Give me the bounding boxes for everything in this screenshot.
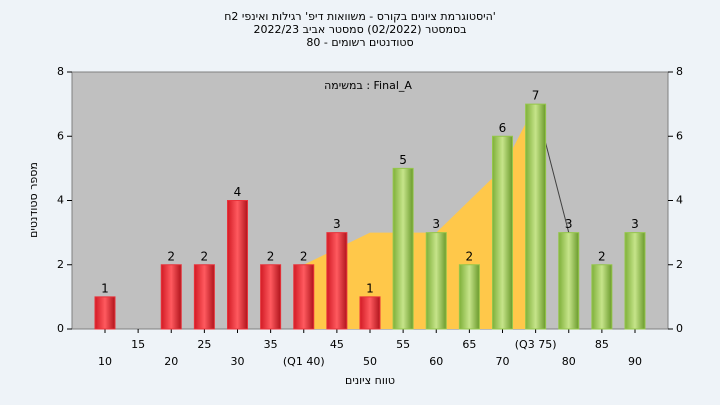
chart-title: היסטוגרמת ציונים בקורס - משוואות דיפ' רג…	[224, 10, 496, 23]
bar	[392, 167, 414, 330]
y-tick-label: 4	[57, 194, 64, 207]
value-label: 1	[101, 281, 109, 295]
y2-tick-label: 4	[676, 194, 683, 207]
x-tick-label: 20	[164, 355, 178, 368]
y-tick-label: 0	[57, 322, 64, 335]
x-tick-label: 80	[562, 355, 576, 368]
value-label: 2	[167, 249, 175, 263]
bar	[558, 232, 580, 330]
bar	[293, 264, 315, 330]
y2-tick-label: 0	[676, 322, 683, 335]
value-label: 5	[399, 153, 407, 167]
bar	[359, 296, 381, 330]
x-tick-label: 30	[231, 355, 245, 368]
annotation: במשימה : Final_A	[324, 79, 412, 92]
x-tick-label: 50	[363, 355, 377, 368]
y-tick-label: 2	[57, 258, 64, 271]
x-tick-label: 15	[131, 338, 145, 351]
y2-tick-label: 2	[676, 258, 683, 271]
value-label: 6	[499, 121, 507, 135]
bar	[458, 264, 480, 330]
y-tick-label: 8	[57, 65, 64, 78]
x-axis-label: טווח ציונים	[345, 374, 395, 387]
y-tick-label: 6	[57, 129, 64, 142]
y-axis-label: מספר סטודנטים	[27, 162, 40, 238]
bar	[193, 264, 215, 330]
value-label: 2	[267, 249, 275, 263]
x-tick-label: 45	[330, 338, 344, 351]
value-label: 1	[366, 281, 374, 295]
value-label: 2	[201, 249, 209, 263]
x-tick-label: 10	[98, 355, 112, 368]
value-label: 3	[333, 217, 341, 231]
value-label: 3	[631, 217, 639, 231]
x-tick-label: (Q3 75)	[515, 338, 557, 351]
chart-subtitle: בסמסטר (02/2022) סמסטר אביב 2022/23	[253, 23, 466, 36]
x-tick-label: 60	[429, 355, 443, 368]
x-tick-label: 90	[628, 355, 642, 368]
y2-tick-label: 8	[676, 65, 683, 78]
bar	[94, 296, 116, 330]
x-tick-label: (Q1 40)	[283, 355, 325, 368]
bar	[492, 135, 513, 330]
bar	[260, 264, 282, 330]
value-label: 3	[565, 217, 573, 231]
bar	[624, 232, 646, 330]
chart-subtitle: סטודנטים רשומים - 80	[306, 36, 413, 49]
x-tick-label: 55	[396, 338, 410, 351]
value-label: 2	[300, 249, 308, 263]
x-tick-label: 65	[462, 338, 476, 351]
value-label: 3	[432, 217, 440, 231]
bar	[326, 232, 348, 330]
value-label: 4	[234, 185, 242, 199]
bar	[591, 264, 613, 330]
x-tick-label: 25	[197, 338, 211, 351]
bar	[425, 232, 447, 330]
y2-tick-label: 6	[676, 129, 683, 142]
x-tick-label: 85	[595, 338, 609, 351]
value-label: 2	[598, 249, 606, 263]
value-label: 2	[466, 249, 474, 263]
x-tick-label: 35	[264, 338, 278, 351]
bar	[227, 200, 248, 330]
bar	[160, 264, 182, 330]
x-tick-label: 70	[496, 355, 510, 368]
bar	[525, 103, 547, 330]
value-label: 7	[532, 89, 540, 103]
